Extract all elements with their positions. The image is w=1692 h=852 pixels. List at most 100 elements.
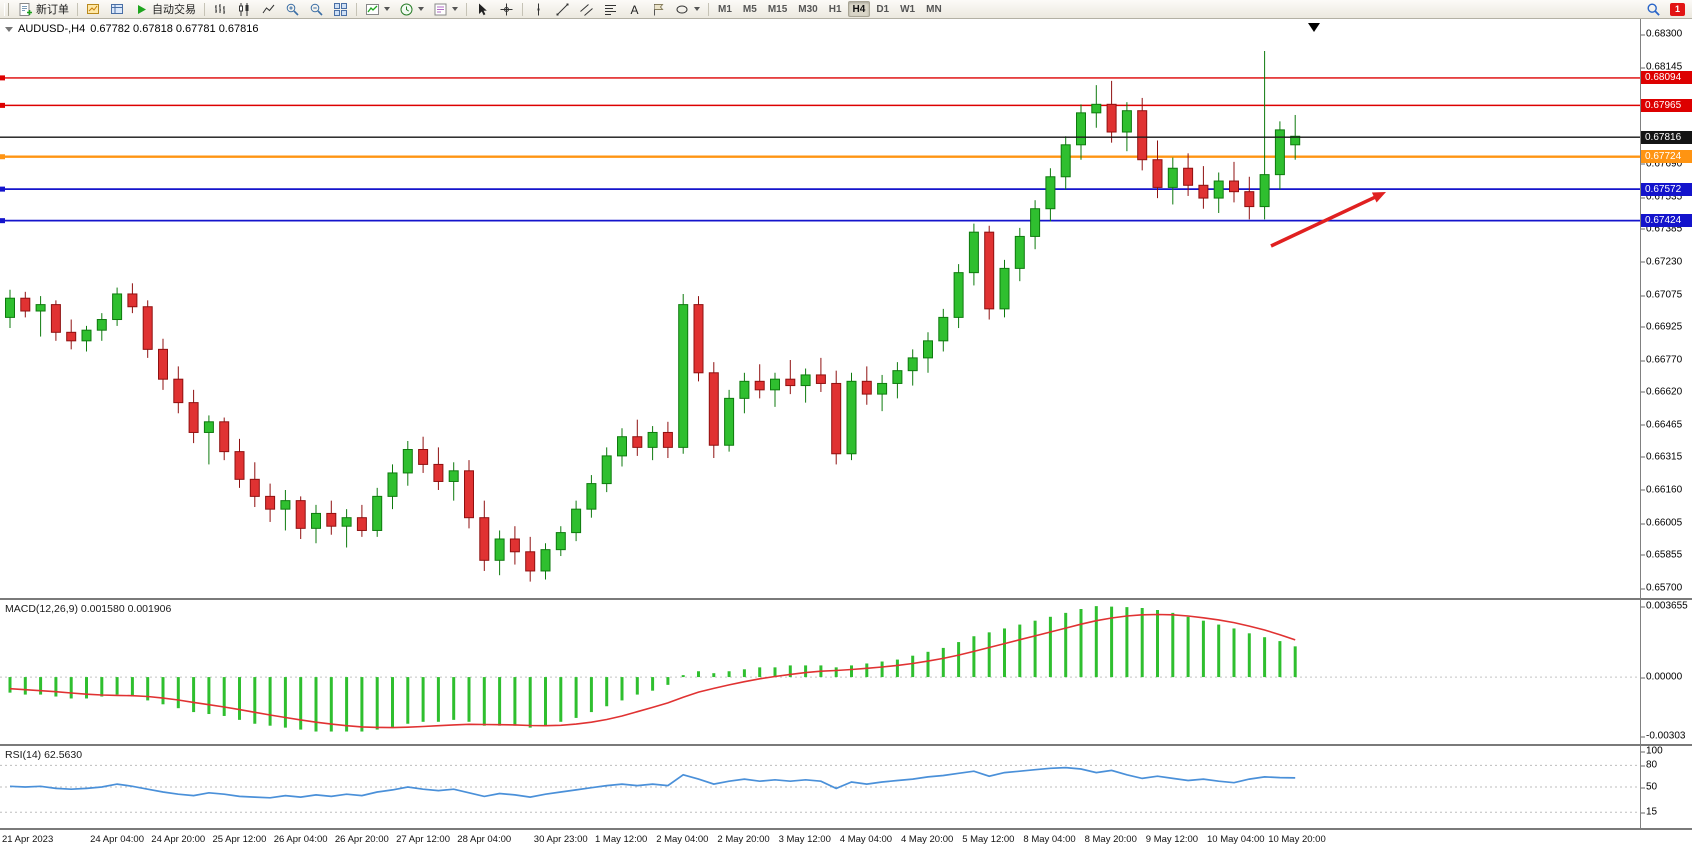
time-axis[interactable]: 21 Apr 2023 24 Apr 04:00 24 Apr 20:00 25 Ap… xyxy=(0,830,1692,852)
notification-badge[interactable]: 1 xyxy=(1670,2,1685,16)
price-scale[interactable]: 0.68300 0.68145 0.67690 0.67535 0.67385 0.672… xyxy=(1640,19,1692,830)
price-tick-label: 0.66770 xyxy=(1640,354,1683,366)
candlestick-chart-button[interactable] xyxy=(233,1,256,18)
bar-chart-icon xyxy=(215,3,225,14)
timeframe-w1-button[interactable]: W1 xyxy=(895,1,920,17)
zoom-out-button[interactable] xyxy=(305,1,328,18)
panel-splitter[interactable] xyxy=(0,598,1692,600)
trend-arrow-annotation xyxy=(1270,193,1380,248)
indicators-icon xyxy=(366,3,379,15)
crosshair-button[interactable] xyxy=(495,1,518,18)
zoom-in-button[interactable] xyxy=(281,1,304,18)
bar-chart-button[interactable] xyxy=(209,1,232,18)
indicators-button[interactable] xyxy=(361,1,394,18)
price-tick-label: 0.68145 xyxy=(1640,61,1683,73)
price-tick-label: 0.65855 xyxy=(1640,549,1683,561)
fibonacci-icon xyxy=(605,4,616,15)
timeframe-h1-button[interactable]: H1 xyxy=(824,1,847,17)
timeframe-h4-button[interactable]: H4 xyxy=(847,1,871,17)
cursor-button[interactable] xyxy=(471,1,494,18)
price-tick-label: 0.65700 xyxy=(1640,582,1683,594)
price-tick-label: 0.00000 xyxy=(1640,671,1683,683)
panel-splitter[interactable] xyxy=(0,828,1692,830)
panel-splitter[interactable] xyxy=(0,744,1692,746)
price-tick-label: 0.003655 xyxy=(1641,600,1688,612)
price-tick-label: 0.67690 xyxy=(1640,158,1683,170)
templates-icon xyxy=(434,3,447,15)
trendline-tool-button[interactable] xyxy=(551,1,574,18)
search-button[interactable] xyxy=(1642,1,1665,18)
text-tool-icon: A xyxy=(631,3,639,17)
autotrading-button[interactable]: 自动交易 xyxy=(130,1,200,18)
shapes-icon xyxy=(676,5,688,13)
price-tick-label: 0.68300 xyxy=(1640,28,1683,40)
trendline-icon xyxy=(556,3,569,15)
chevron-down-icon xyxy=(694,7,700,11)
rsi-panel-canvas[interactable] xyxy=(0,746,1640,828)
price-tick-label: 0.67535 xyxy=(1640,191,1683,203)
timeframe-m1-button[interactable]: M1 xyxy=(713,1,737,17)
time-tick-label: 4 May 20:00 xyxy=(901,834,954,845)
time-tick-label: 10 May 20:00 xyxy=(1268,834,1326,845)
timeframe-m30-button[interactable]: M30 xyxy=(793,1,822,17)
cursor-icon xyxy=(479,3,487,15)
timeframe-m15-button[interactable]: M15 xyxy=(763,1,792,17)
new-order-label: 新订单 xyxy=(36,4,69,16)
timeframe-d1-button[interactable]: D1 xyxy=(871,1,894,17)
time-tick-label: 8 May 20:00 xyxy=(1084,834,1137,845)
data-window-button[interactable] xyxy=(106,1,129,18)
equidistant-channel-tool-button[interactable] xyxy=(575,1,598,18)
candles-layer xyxy=(5,51,1301,582)
price-tick-label: 0.66005 xyxy=(1640,517,1683,529)
text-tool-button[interactable]: A xyxy=(623,1,646,18)
price-tick-label: 0.66465 xyxy=(1640,419,1683,431)
time-tick-label: 28 Apr 04:00 xyxy=(457,834,512,845)
line-chart-icon xyxy=(262,4,275,13)
autotrading-label: 自动交易 xyxy=(152,4,196,16)
fibonacci-tool-button[interactable] xyxy=(599,1,622,18)
autotrading-icon xyxy=(138,4,146,14)
time-tick-label: 3 May 12:00 xyxy=(778,834,831,845)
toolbar-grip[interactable] xyxy=(4,2,9,16)
one-click-trading-toggle-icon[interactable] xyxy=(5,26,13,32)
vertical-line-tool-button[interactable] xyxy=(527,1,550,18)
time-tick-label: 30 Apr 23:00 xyxy=(533,834,588,845)
price-badge: 0.67724 xyxy=(1641,150,1692,164)
time-tick-label: 27 Apr 12:00 xyxy=(396,834,450,845)
timeframe-mn-button[interactable]: MN xyxy=(921,1,947,17)
crosshair-icon xyxy=(500,3,513,15)
price-tick-label: 100 xyxy=(1641,745,1663,757)
price-tick-label: 0.66925 xyxy=(1640,321,1683,333)
timeframe-m5-button[interactable]: M5 xyxy=(738,1,762,17)
time-tick-label: 1 May 12:00 xyxy=(595,834,648,845)
zoom-in-icon xyxy=(286,3,299,16)
time-tick-label: 21 Apr 2023 xyxy=(2,834,54,845)
toolbar-separator xyxy=(356,2,357,16)
periods-button[interactable] xyxy=(395,1,428,18)
price-badge: 0.67572 xyxy=(1641,182,1692,196)
price-tick-label: 0.66315 xyxy=(1640,451,1683,463)
charts-window-icon xyxy=(87,3,99,14)
toolbar-separator xyxy=(522,2,523,16)
time-tick-label: 2 May 04:00 xyxy=(656,834,709,845)
line-chart-button[interactable] xyxy=(257,1,280,18)
periods-clock-icon xyxy=(400,3,413,15)
price-chart-canvas[interactable] xyxy=(0,19,1640,598)
shapes-tool-button[interactable] xyxy=(671,1,704,18)
chart-shift-marker xyxy=(1308,23,1320,32)
new-order-button[interactable]: 新订单 xyxy=(14,1,73,18)
equidistant-channel-icon xyxy=(580,3,593,16)
time-tick-label: 9 May 12:00 xyxy=(1145,834,1199,845)
price-tick-label: 0.66620 xyxy=(1640,386,1683,398)
macd-panel-canvas[interactable] xyxy=(0,600,1640,744)
charts-window-button[interactable] xyxy=(82,1,105,18)
main-toolbar: 新订单 自动交易 xyxy=(0,0,1692,19)
label-tool-button[interactable] xyxy=(647,1,670,18)
new-order-icon xyxy=(19,2,32,16)
templates-button[interactable] xyxy=(429,1,462,18)
price-tick-label: 0.66160 xyxy=(1640,484,1683,496)
chevron-down-icon xyxy=(384,7,390,11)
tile-windows-button[interactable] xyxy=(329,1,352,18)
time-tick-label: 8 May 04:00 xyxy=(1023,834,1076,845)
